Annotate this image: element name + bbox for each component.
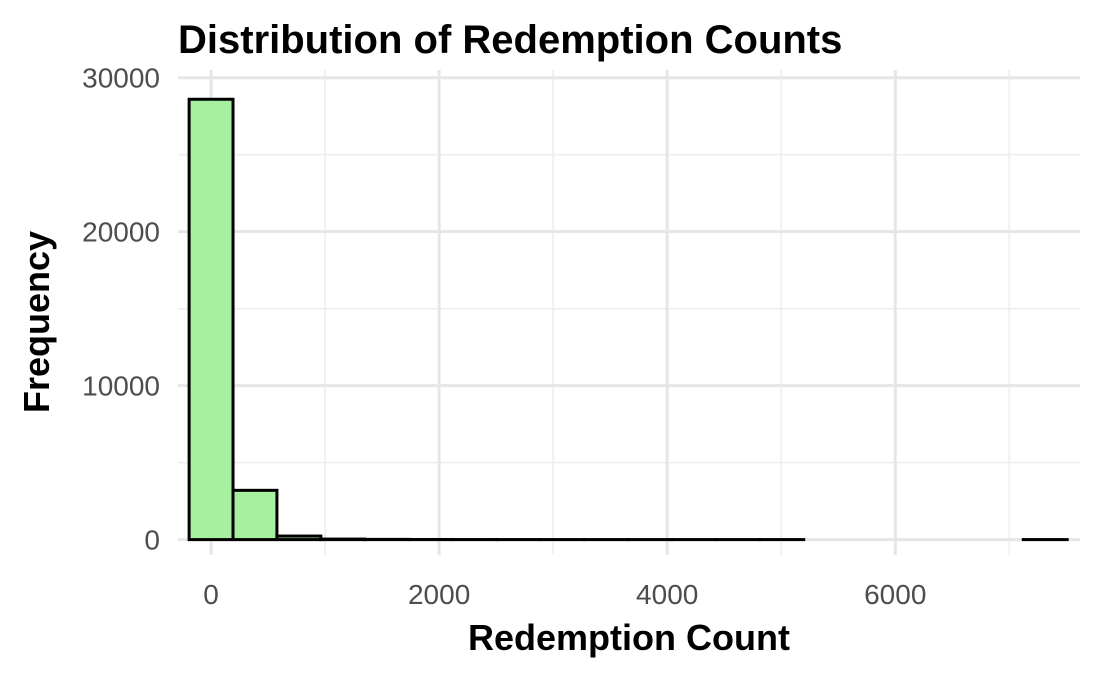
y-tick-label: 30000: [82, 63, 160, 94]
x-tick-label: 0: [203, 579, 219, 610]
x-tick-label: 4000: [636, 579, 698, 610]
bars-layer: [189, 99, 1067, 539]
grid-layer: [178, 70, 1080, 555]
x-tick-label: 2000: [408, 579, 470, 610]
chart-title: Distribution of Redemption Counts: [178, 18, 842, 62]
histogram-bar: [233, 490, 277, 539]
y-tick-label: 20000: [82, 217, 160, 248]
x-axis-title: Redemption Count: [468, 617, 790, 658]
y-tick-label: 0: [144, 525, 160, 556]
y-tick-label: 10000: [82, 371, 160, 402]
histogram-bar: [321, 539, 365, 540]
y-axis-title: Frequency: [16, 231, 57, 413]
histogram-bar: [189, 99, 233, 539]
histogram-bar: [277, 536, 321, 540]
x-tick-label: 6000: [864, 579, 926, 610]
